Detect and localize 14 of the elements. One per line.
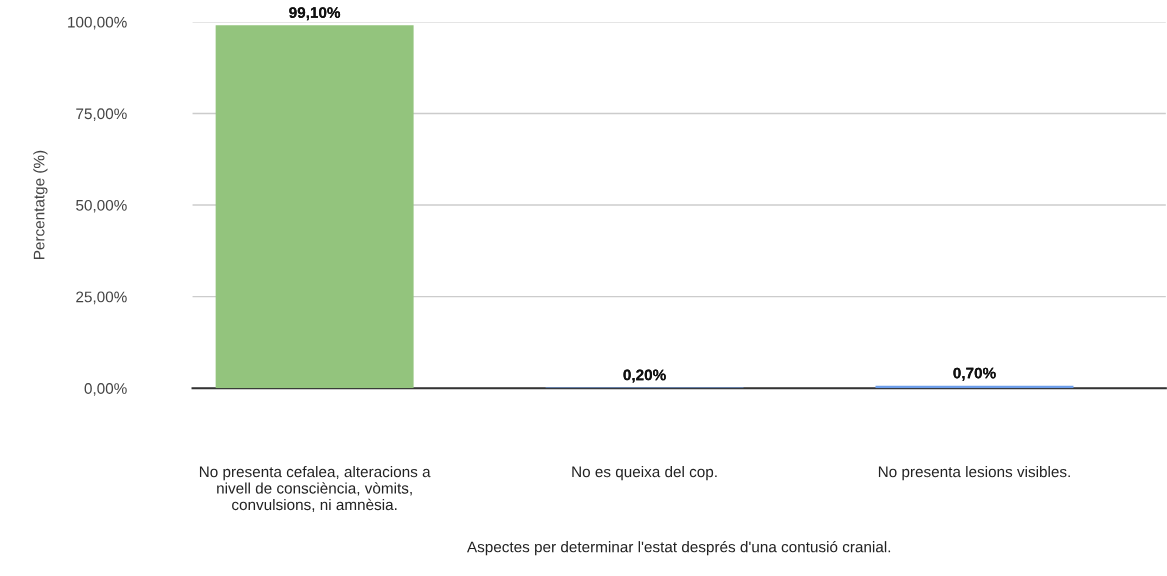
y-tick-label: 100,00% (68, 16, 127, 30)
x-tick-label: No presenta lesions visibles. (878, 466, 1070, 481)
data-label: 0,20% (623, 369, 666, 383)
y-tick-label: 25,00% (76, 291, 127, 305)
x-axis-title: Aspectes per determinar l'estat després d'una contusió cranial. (466, 540, 891, 556)
y-tick-label: 50,00% (76, 199, 127, 213)
y-tick-label: 75,00% (76, 108, 127, 121)
bar (215, 25, 414, 389)
x-tick-label: No es queixa del cop. (572, 466, 717, 481)
data-label: 0,70% (953, 367, 996, 381)
data-label: 99,10% (289, 7, 341, 21)
y-axis-title: Percentatge (%) (33, 150, 48, 259)
y-tick-label: 0,00% (84, 383, 127, 396)
x-tick-label: No presenta cefalea, alteracions a nivell de consciència, vòmits, convulsions, ni amnèsia. (199, 466, 431, 512)
